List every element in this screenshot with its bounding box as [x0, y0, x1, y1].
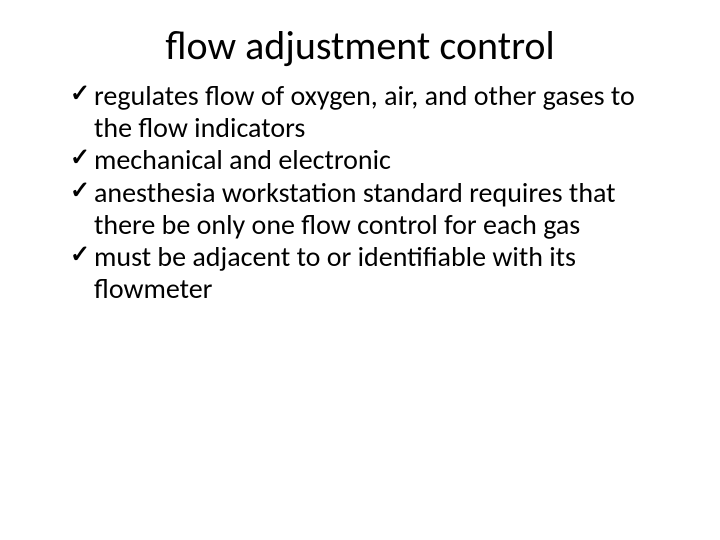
- list-item: regulates flow of oxygen, air, and other…: [70, 80, 670, 144]
- slide-title: flow adjustment control: [50, 24, 670, 68]
- list-item: mechanical and electronic: [70, 144, 670, 176]
- list-item: must be adjacent to or identifiable with…: [70, 241, 670, 305]
- bullet-list: regulates flow of oxygen, air, and other…: [50, 80, 670, 305]
- list-item: anesthesia workstation standard requires…: [70, 177, 670, 241]
- slide: flow adjustment control regulates flow o…: [0, 0, 720, 540]
